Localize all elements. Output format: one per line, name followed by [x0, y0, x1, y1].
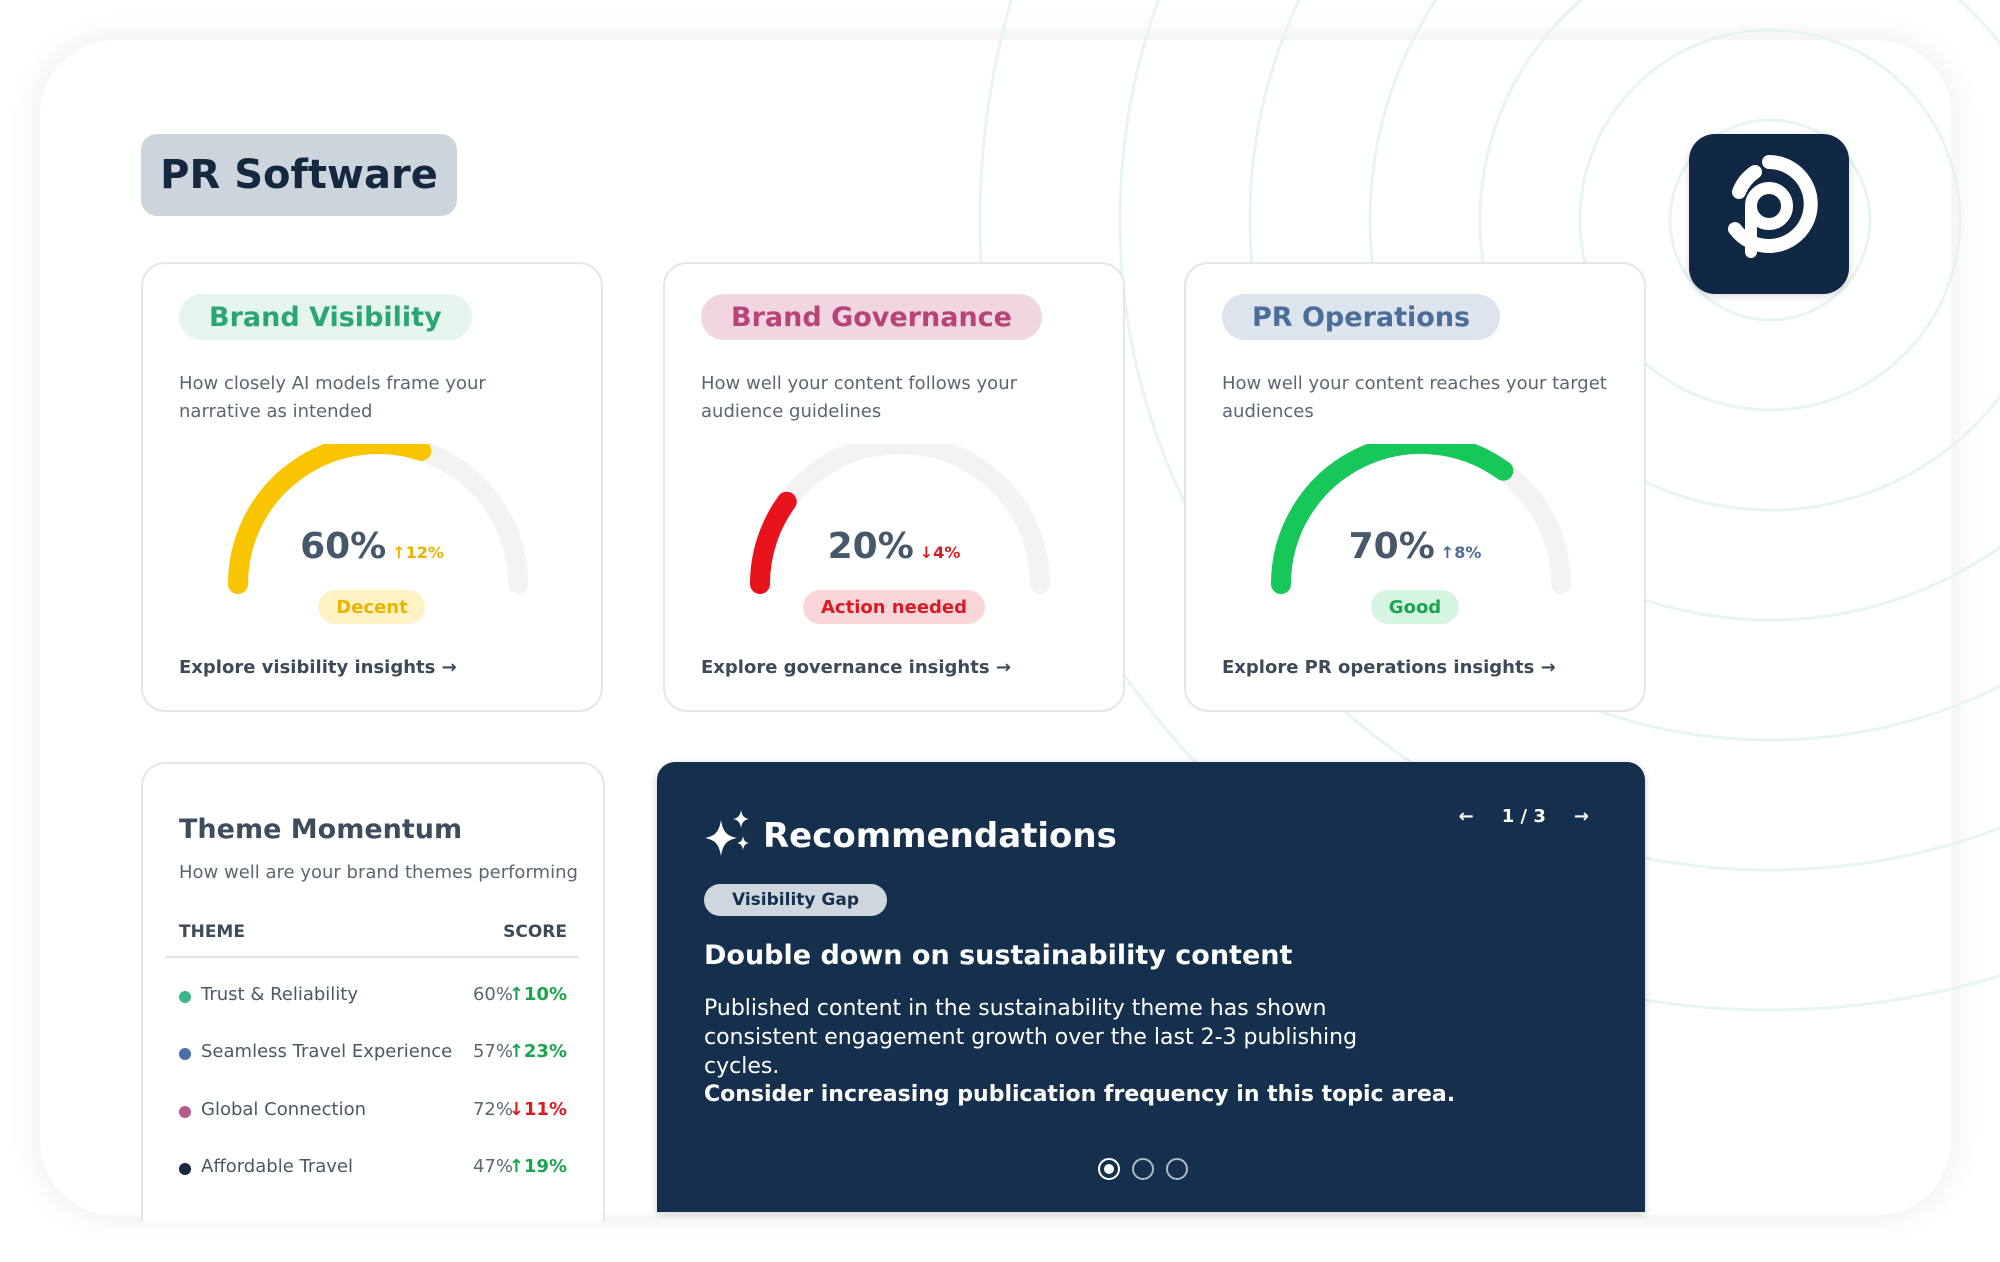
page-indicator: 1 / 3 [1501, 806, 1546, 827]
theme-dot [179, 1163, 191, 1175]
table-row[interactable]: Global Connection 72% ↓11% [179, 1097, 567, 1127]
prev-arrow-icon[interactable]: ← [1458, 806, 1474, 827]
metric-delta: ↓4% [919, 543, 961, 562]
carousel-dot-3[interactable] [1166, 1158, 1188, 1180]
visibility-gauge [228, 444, 528, 594]
metric-title: Brand Governance [701, 294, 1042, 340]
theme-dot [179, 1048, 191, 1060]
explore-visibility-link[interactable]: Explore visibility insights → [179, 657, 457, 678]
metric-title: Brand Visibility [179, 294, 472, 340]
metric-delta: ↑12% [392, 543, 444, 562]
recommendation-tag: Visibility Gap [704, 884, 888, 916]
recommendation-headline: Double down on sustainability content [704, 940, 1293, 971]
recommendation-cta: Consider increasing publication frequenc… [704, 1082, 1456, 1107]
governance-gauge [750, 444, 1050, 594]
theme-score: 60% [472, 984, 513, 1005]
metric-description: How closely AI models frame your narrati… [179, 373, 486, 422]
metric-description: How well your content follows your audie… [701, 373, 1018, 422]
theme-momentum-card: Theme Momentum How well are your brand t… [141, 762, 605, 1222]
theme-name: Affordable Travel [201, 1156, 353, 1177]
theme-name: Trust & Reliability [201, 984, 359, 1005]
explore-pr-operations-link[interactable]: Explore PR operations insights → [1222, 657, 1556, 678]
gauge-fill [1271, 444, 1514, 594]
metric-value: 70% [1348, 526, 1435, 567]
metric-value: 60% [300, 526, 387, 567]
metric-title: PR Operations [1222, 294, 1501, 340]
metric-value-row: 60% ↑12% [143, 526, 601, 567]
column-header-score: SCORE [503, 922, 567, 942]
theme-score: 72% [472, 1099, 513, 1120]
next-arrow-icon[interactable]: → [1573, 806, 1589, 827]
metric-value-row: 20% ↓4% [665, 526, 1123, 567]
carousel-dots [1098, 1158, 1188, 1180]
metric-card-brand-governance: Brand Governance How well your content f… [663, 262, 1125, 712]
theme-momentum-subtitle: How well are your brand themes performin… [179, 862, 578, 883]
carousel-dot-2[interactable] [1132, 1158, 1154, 1180]
table-row[interactable]: Trust & Reliability 60% ↑10% [179, 982, 567, 1012]
carousel-dot-1[interactable] [1098, 1158, 1120, 1180]
sparkles-icon [705, 810, 749, 856]
metric-delta: ↑8% [1440, 543, 1482, 562]
table-row[interactable]: Affordable Travel 47% ↑19% [179, 1154, 567, 1184]
status-badge: Decent [318, 590, 426, 624]
page-title: PR Software [141, 134, 457, 216]
theme-momentum-title: Theme Momentum [179, 814, 463, 845]
operations-gauge [1271, 444, 1571, 594]
table-row[interactable]: Seamless Travel Experience 57% ↑23% [179, 1039, 567, 1069]
theme-score: 57% [472, 1041, 513, 1062]
status-badge: Action needed [802, 590, 986, 624]
theme-dot [179, 1106, 191, 1118]
gauge-fill [750, 491, 797, 594]
gauge-fill [228, 444, 432, 594]
metric-value-row: 70% ↑8% [1186, 526, 1644, 567]
theme-change: ↓11% [508, 1099, 567, 1120]
theme-score: 47% [472, 1156, 513, 1177]
theme-change: ↑19% [508, 1156, 567, 1177]
recommendations-panel: Recommendations ← 1 / 3 → Visibility Gap… [657, 762, 1645, 1212]
explore-governance-link[interactable]: Explore governance insights → [701, 657, 1011, 678]
theme-change: ↑23% [508, 1041, 567, 1062]
theme-name: Global Connection [201, 1099, 366, 1120]
column-header-theme: THEME [179, 922, 245, 942]
theme-change: ↑10% [508, 984, 567, 1005]
metric-card-pr-operations: PR Operations How well your content reac… [1184, 262, 1646, 712]
metric-description: How well your content reaches your targe… [1222, 373, 1607, 422]
recommendation-body: Published content in the sustainability … [704, 996, 1358, 1079]
metric-card-brand-visibility: Brand Visibility How closely AI models f… [141, 262, 603, 712]
theme-dot [179, 991, 191, 1003]
status-badge: Good [1370, 590, 1460, 624]
recommendations-title: Recommendations [763, 816, 1117, 856]
theme-name: Seamless Travel Experience [201, 1041, 453, 1062]
table-divider [165, 956, 579, 958]
pr-logo-icon[interactable] [1689, 134, 1849, 294]
metric-value: 20% [827, 526, 914, 567]
recommendations-pager: ← 1 / 3 → [1459, 806, 1589, 827]
